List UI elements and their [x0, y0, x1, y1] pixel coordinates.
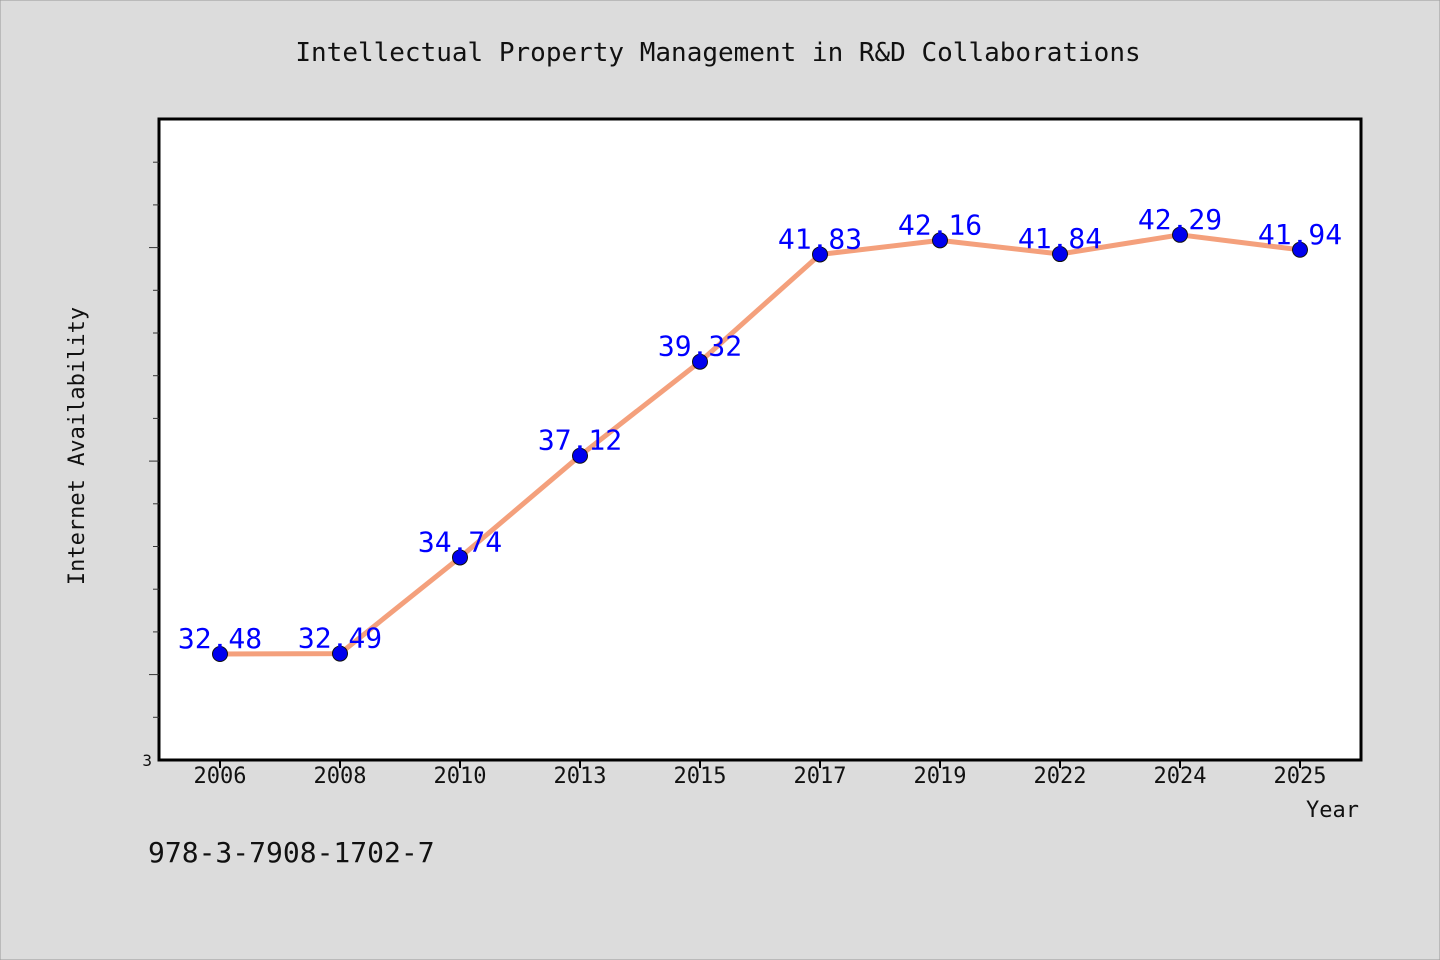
- data-point: [212, 646, 228, 663]
- data-label: 32.49: [298, 622, 382, 655]
- data-label: 37.12: [538, 424, 622, 457]
- x-axis-label: Year: [1306, 798, 1359, 823]
- x-tick-label: 2024: [1154, 764, 1207, 789]
- x-axis-ticks: [219, 760, 1301, 768]
- data-label: 41.94: [1258, 218, 1342, 251]
- data-point: [572, 447, 588, 464]
- data-labels: 32.48 32.49 34.74 37.12 39.32 41.83 42.16 41.84…: [178, 203, 1342, 655]
- chart-title: Intellectual Property Management in R&D …: [295, 38, 1140, 68]
- data-label: 41.83: [778, 222, 862, 255]
- y-axis-ticks: [149, 161, 159, 718]
- x-tick-label: 2006: [194, 764, 247, 789]
- x-tick-label: 2025: [1274, 764, 1327, 789]
- data-label: 42.29: [1138, 203, 1222, 236]
- x-tick-label: 2015: [674, 764, 727, 789]
- data-point: [932, 232, 948, 249]
- data-point: [692, 353, 708, 370]
- data-point: [1172, 226, 1188, 243]
- data-label: 42.16: [898, 208, 982, 241]
- x-tick-label: 2010: [434, 764, 487, 789]
- data-point: [812, 246, 828, 263]
- x-tick-label: 2008: [314, 764, 367, 789]
- x-tick-label: 2022: [1034, 764, 1087, 789]
- y-axis-label: Internet Availability: [65, 307, 90, 585]
- x-tick-label: 2017: [794, 764, 847, 789]
- data-point: [452, 549, 468, 566]
- x-tick-label: 2019: [914, 764, 967, 789]
- y-tick-label: 3: [142, 751, 152, 770]
- data-point-markers: [212, 226, 1308, 663]
- data-label: 41.84: [1018, 222, 1102, 255]
- data-point: [1052, 246, 1068, 263]
- data-label: 32.48: [178, 622, 262, 655]
- data-label: 34.74: [418, 525, 502, 558]
- data-point: [1292, 241, 1308, 258]
- series-line: [219, 232, 1301, 657]
- data-point: [332, 645, 348, 662]
- x-tick-label: 2013: [554, 764, 607, 789]
- plot-area: [157, 117, 1363, 762]
- x-axis-tick-labels: 2006 2008 2010 2013 2015 2017 2019 2022 2024 2025: [194, 764, 1327, 789]
- data-label: 39.32: [658, 330, 742, 363]
- footer-code: 978-3-7908-1702-7: [148, 836, 435, 869]
